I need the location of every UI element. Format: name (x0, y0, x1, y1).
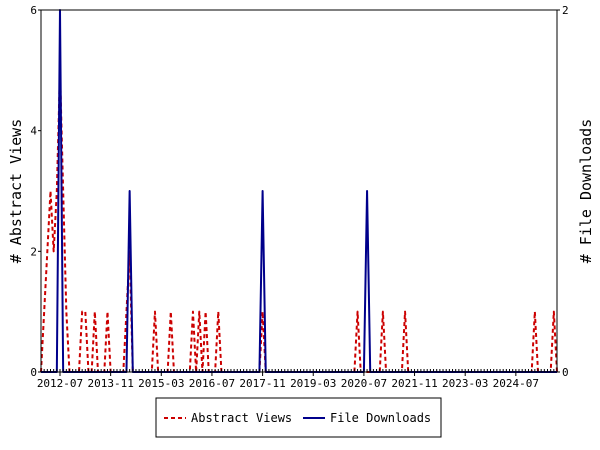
x-tick-label: 2016-07 (189, 377, 235, 390)
left-axis-title: # Abstract Views (7, 119, 25, 264)
right-tick-label: 2 (562, 4, 569, 17)
left-tick-label: 4 (30, 125, 37, 138)
right-tick-label: 0 (562, 366, 569, 379)
x-tick-label: 2024-07 (493, 377, 539, 390)
series-line-abstract-views (40, 69, 558, 373)
axes: 2012-07 2013-11 2015-03 2016-07 2017-11 2019-… (30, 4, 568, 390)
right-axis-title: # File Downloads (577, 119, 595, 264)
left-tick-label: 0 (30, 366, 37, 379)
left-tick-label: 2 (30, 245, 37, 258)
x-tick-label: 2021-11 (391, 377, 437, 390)
left-tick-label: 6 (30, 4, 37, 17)
x-tick-label: 2019-03 (290, 377, 336, 390)
plot-frame (40, 9, 558, 373)
legend-label-abstract-views: Abstract Views (191, 411, 292, 425)
x-tick-label: 2020-07 (341, 377, 387, 390)
x-tick-label: 2012-07 (37, 377, 83, 390)
x-tick-label: 2013-11 (87, 377, 133, 390)
legend-label-file-downloads: File Downloads (330, 411, 431, 425)
plot-area (40, 9, 558, 373)
x-tick-label: 2017-11 (239, 377, 285, 390)
legend: Abstract Views File Downloads (155, 397, 442, 438)
series-line-file-downloads (41, 9, 557, 373)
x-tick-label: 2023-03 (442, 377, 488, 390)
legend-box (155, 397, 442, 438)
x-tick-label: 2015-03 (138, 377, 184, 390)
